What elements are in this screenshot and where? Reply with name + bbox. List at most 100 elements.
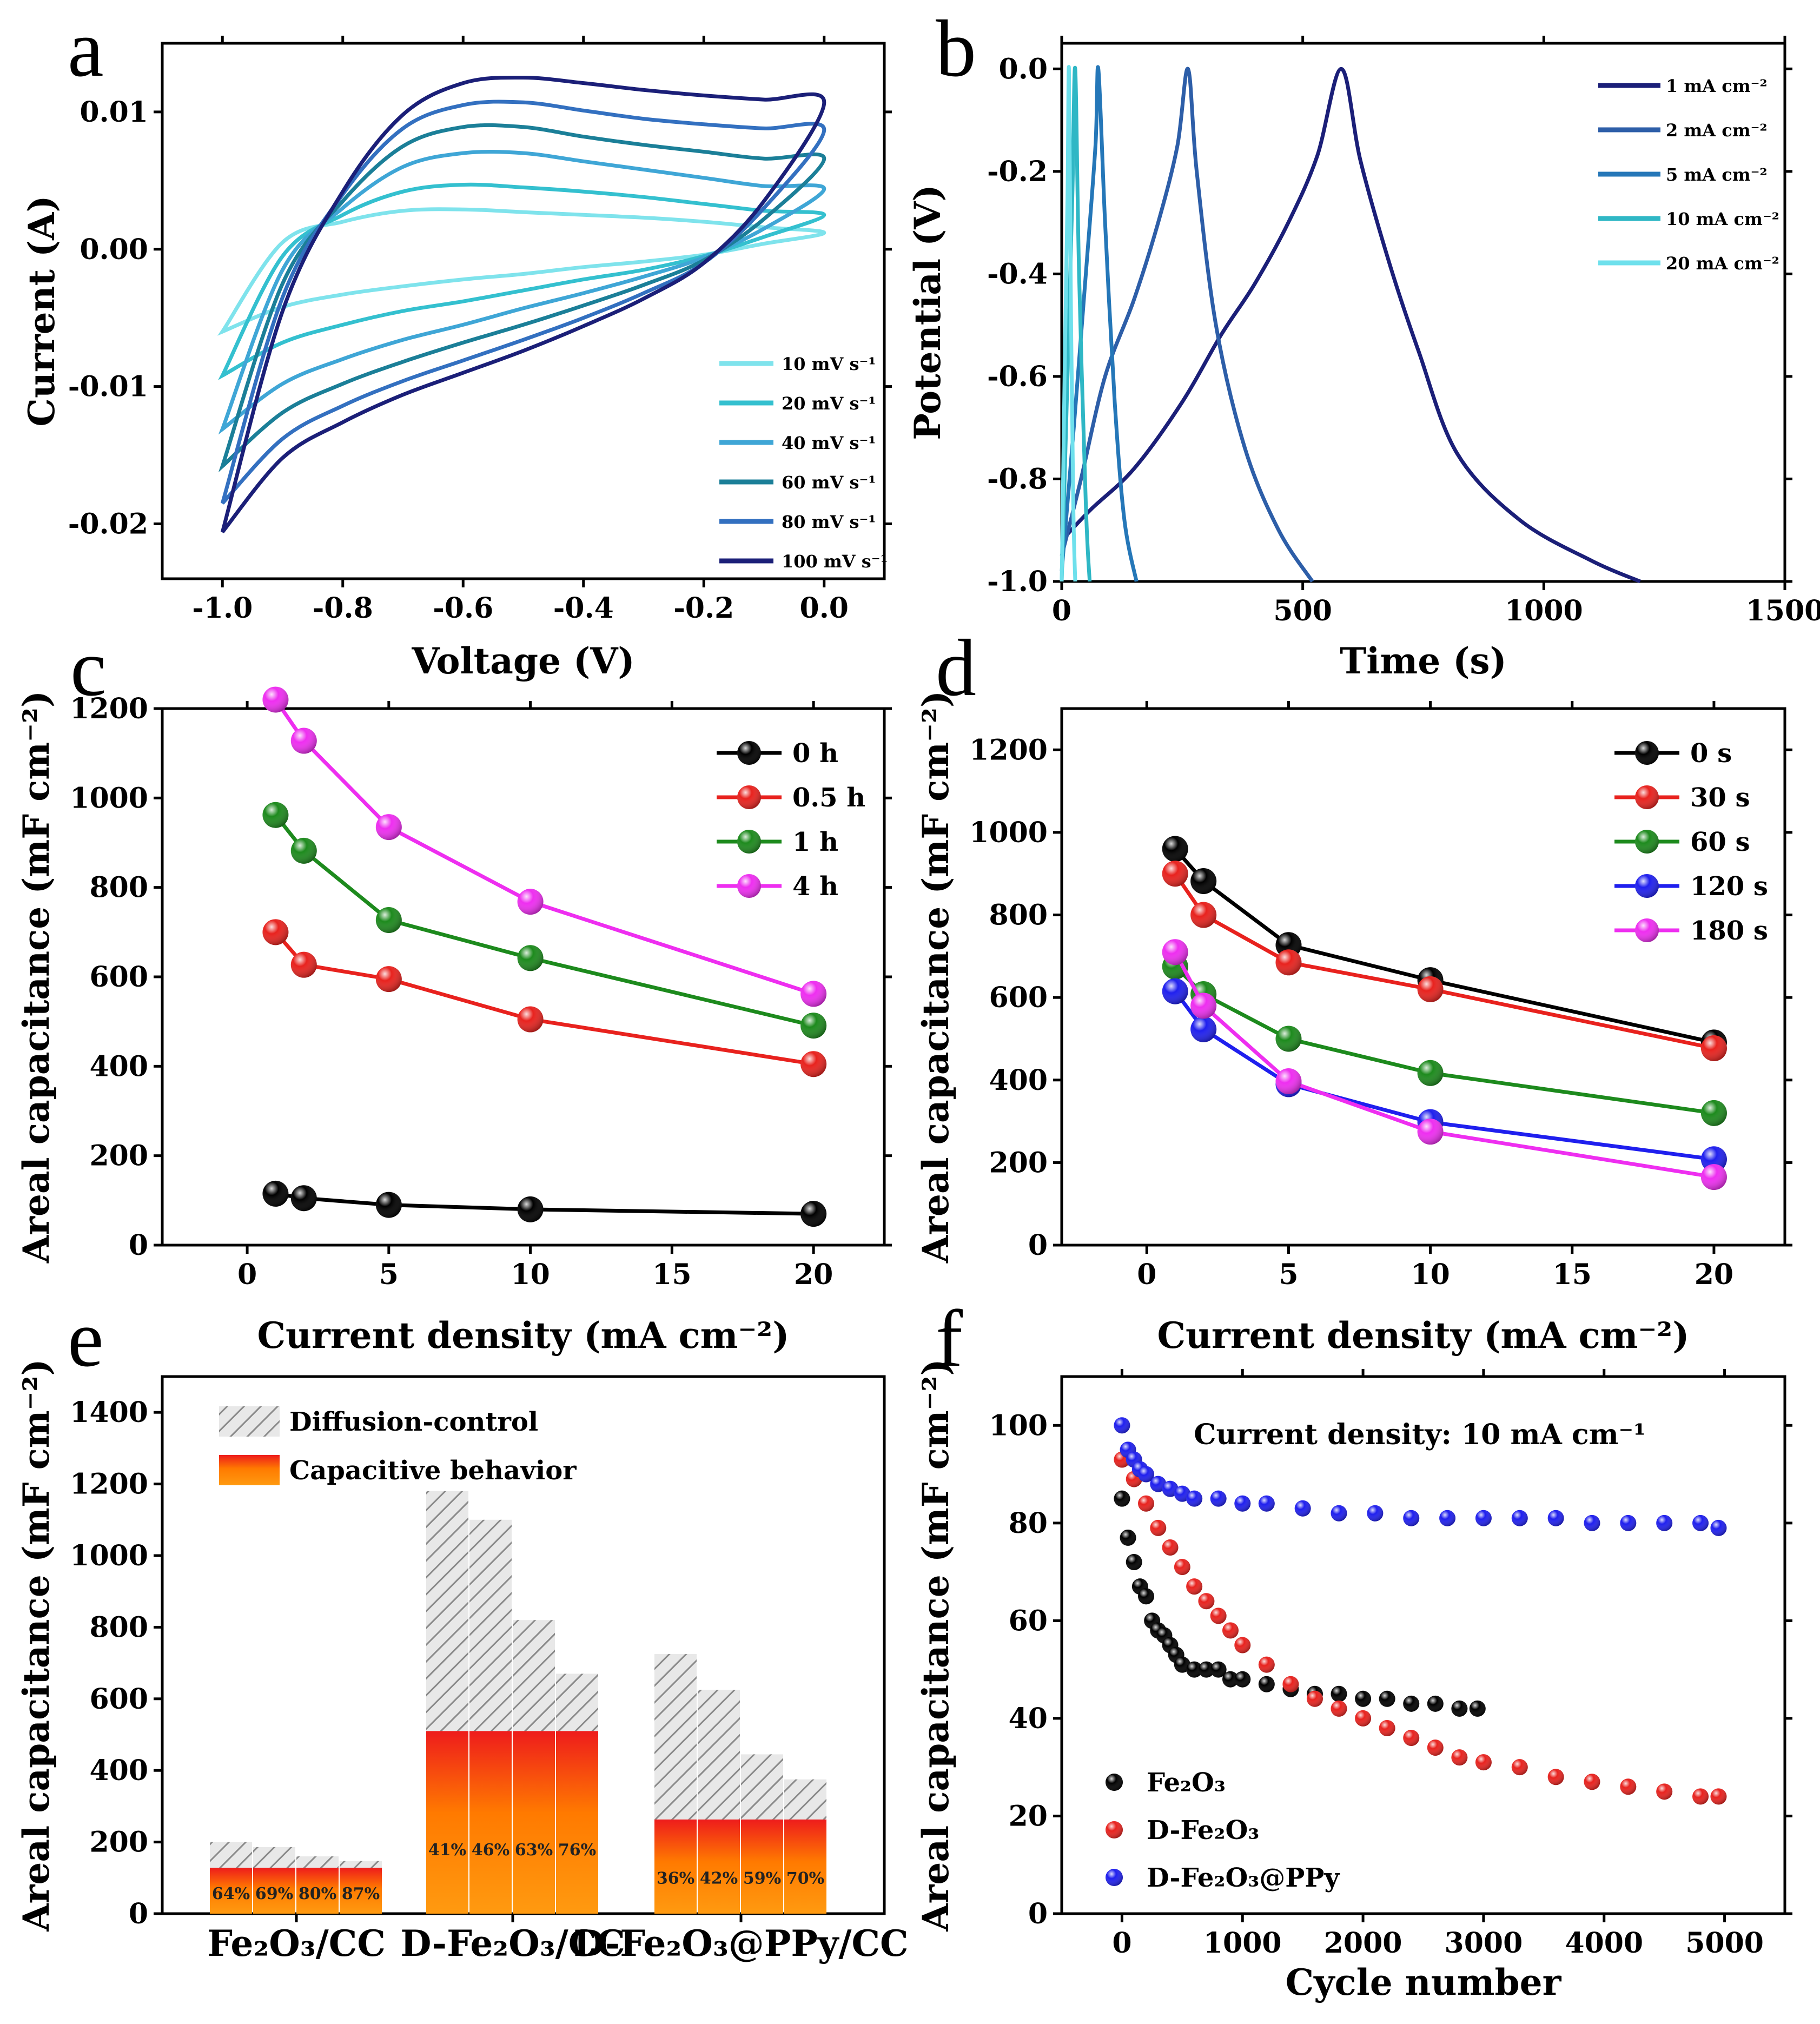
point-shade: [375, 966, 402, 993]
series-line: [1174, 965, 1715, 1115]
point-shade: [1137, 1466, 1154, 1483]
bar-percent-label: 80%: [299, 1884, 336, 1903]
point-shade: [800, 1201, 827, 1227]
plot-frame: [161, 707, 886, 1247]
panel-letter: e: [68, 1294, 104, 1384]
point-shade: [1331, 1700, 1347, 1717]
point-shade: [1511, 1759, 1528, 1776]
y-tick-label: 1200: [70, 692, 148, 725]
y-tick-label: 20: [1009, 1800, 1048, 1833]
legend-label: 0.5 h: [792, 783, 865, 813]
y-axis-label: Areal capacitance (mF cm⁻²): [915, 691, 957, 1264]
bar-capacitive: [698, 1819, 740, 1914]
bar-capacitive: [556, 1731, 598, 1914]
legend-label: 120 s: [1690, 871, 1768, 902]
y-tick-label: 600: [89, 1683, 148, 1716]
y-tick-label: 400: [89, 1050, 148, 1083]
y-tick-label: -1.0: [987, 565, 1048, 598]
gcd-curve: [1060, 65, 1139, 582]
point-shade: [1186, 1661, 1203, 1678]
point-shade: [1162, 1539, 1179, 1556]
point-shade: [1692, 1514, 1709, 1531]
category-label: D-Fe₂O₃/CC: [400, 1922, 625, 1965]
panel-b: 0 500 1000 1500 -1.0 -0.8 -0.6 -0.4 -0.2 0.0 Time …: [906, 4, 1820, 682]
series-line: [275, 1192, 814, 1216]
point-shade: [1700, 1035, 1727, 1062]
point-shade: [1282, 1676, 1299, 1692]
bar-diffusion: [741, 1754, 783, 1820]
x-tick-label: 15: [1553, 1258, 1592, 1291]
point-shade: [1417, 976, 1444, 1002]
point-shade: [1258, 1495, 1275, 1512]
bar-diffusion: [296, 1856, 339, 1868]
panel-letter: d: [936, 623, 976, 713]
y-tick-label: 800: [989, 899, 1048, 932]
point-shade: [1710, 1788, 1727, 1805]
x-tick-label: 4000: [1565, 1927, 1643, 1960]
point-shade: [1190, 993, 1217, 1019]
y-tick-label: 600: [989, 981, 1048, 1014]
plot-frame: [161, 42, 886, 580]
x-tick-label: 2000: [1324, 1927, 1402, 1960]
y-tick-label: -0.01: [68, 371, 148, 404]
point-shade: [1635, 918, 1659, 942]
point-shade: [1379, 1719, 1395, 1736]
point-shade: [1584, 1774, 1600, 1790]
bar-percent-label: 64%: [212, 1884, 250, 1903]
y-tick-label: 400: [89, 1754, 148, 1787]
bar-capacitive: [469, 1731, 512, 1914]
point-shade: [1150, 1519, 1167, 1536]
x-tick-label: -0.4: [553, 592, 614, 625]
point-shade: [1162, 861, 1188, 887]
bar-percent-label: 76%: [558, 1841, 596, 1860]
bar-percent-label: 87%: [342, 1884, 380, 1903]
x-tick-label: 10: [1411, 1258, 1450, 1291]
legend-label: 180 s: [1690, 916, 1768, 946]
y-tick-label: 800: [89, 871, 148, 904]
gcd-curve: [1060, 65, 1092, 582]
legend-label: 5 mA cm⁻²: [1666, 164, 1767, 185]
point-shade: [1258, 1676, 1275, 1692]
series-line: [274, 698, 815, 996]
cv-curve: [218, 123, 826, 473]
point-shade: [1190, 902, 1217, 928]
point-shade: [290, 837, 317, 864]
gcd-curve: [1060, 67, 1641, 584]
x-axis-label: Time (s): [1340, 640, 1507, 682]
cv-curve: [220, 75, 826, 533]
point-shade: [1275, 1068, 1302, 1095]
x-tick-label: 3000: [1445, 1927, 1523, 1960]
point-shade: [1306, 1690, 1323, 1707]
point-shade: [262, 919, 289, 945]
x-tick-label: 0: [237, 1258, 257, 1291]
bar-capacitive: [426, 1731, 468, 1914]
x-tick-label: 0.0: [800, 592, 849, 625]
point-shade: [1584, 1514, 1600, 1531]
y-tick-label: -0.4: [987, 257, 1048, 290]
point-shade: [737, 874, 761, 898]
x-tick-label: -0.6: [433, 592, 493, 625]
point-shade: [1547, 1769, 1564, 1785]
point-shade: [1710, 1519, 1727, 1536]
y-tick-label: 80: [1009, 1507, 1048, 1540]
plot-frame: [1060, 1375, 1786, 1915]
point-shade: [517, 1006, 544, 1033]
y-tick-label: -0.8: [987, 462, 1048, 495]
y-tick-label: 0.0: [999, 52, 1048, 85]
point-shade: [1403, 1730, 1420, 1747]
panel-f: 0 1000 2000 3000 4000 5000 0 20 40 60 80 100 Cycle n…: [915, 1294, 1792, 2003]
y-tick-label: 0: [1028, 1229, 1048, 1262]
y-axis-label: Potential (V): [906, 184, 949, 440]
x-tick-label: 5: [379, 1258, 399, 1291]
legend-label: 40 mV s⁻¹: [782, 433, 876, 453]
point-shade: [290, 951, 317, 978]
legend-label: 4 h: [792, 871, 838, 902]
point-shade: [1475, 1754, 1492, 1771]
y-tick-label: 200: [989, 1146, 1048, 1179]
category-label: D-Fe₂O₃@PPy/CC: [573, 1922, 908, 1965]
point-shade: [517, 889, 544, 915]
point-shade: [1403, 1510, 1420, 1526]
point-shade: [1210, 1490, 1227, 1507]
point-shade: [1126, 1554, 1142, 1571]
